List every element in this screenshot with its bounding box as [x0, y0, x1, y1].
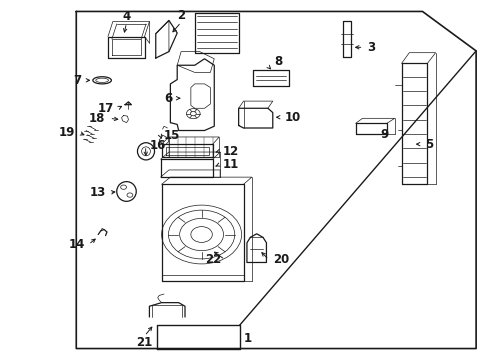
Text: 4: 4 [122, 10, 130, 23]
Text: 11: 11 [222, 158, 238, 171]
Text: 1: 1 [243, 332, 251, 345]
Text: 6: 6 [164, 92, 172, 105]
Text: 5: 5 [424, 138, 432, 150]
Text: 13: 13 [89, 186, 105, 199]
Text: 19: 19 [59, 126, 75, 139]
Text: 18: 18 [89, 112, 105, 125]
Text: 21: 21 [136, 336, 152, 349]
Text: 3: 3 [366, 41, 375, 54]
Text: 16: 16 [149, 139, 165, 152]
Text: 15: 15 [163, 129, 180, 142]
Text: 10: 10 [284, 111, 300, 124]
Text: 14: 14 [68, 238, 84, 251]
Text: 9: 9 [379, 127, 387, 141]
Text: 20: 20 [272, 253, 288, 266]
Text: 12: 12 [222, 145, 238, 158]
Text: 8: 8 [273, 55, 282, 68]
Text: 2: 2 [177, 9, 185, 22]
Text: 7: 7 [73, 74, 81, 87]
Text: 17: 17 [98, 102, 114, 115]
Text: 22: 22 [204, 253, 221, 266]
